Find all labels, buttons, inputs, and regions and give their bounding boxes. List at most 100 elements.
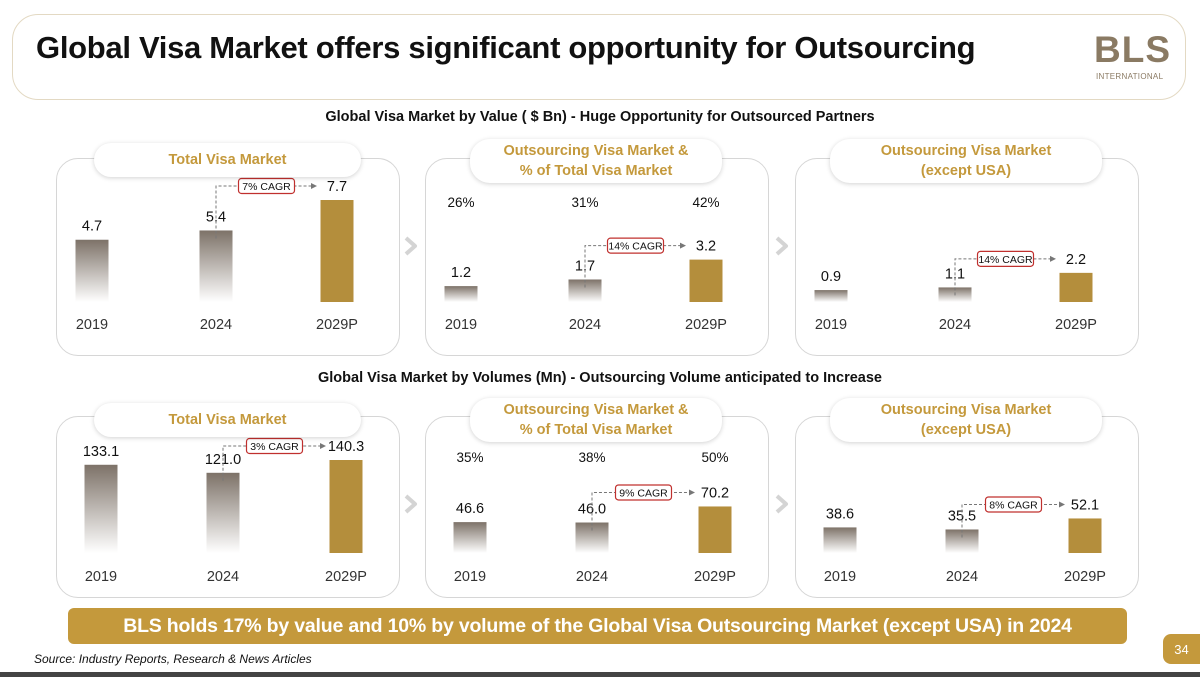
data-label: 2.2 (1066, 252, 1086, 268)
panel-title-pill: Outsourcing Visa Market (except USA) (830, 139, 1102, 183)
bar-2029P (698, 506, 732, 553)
chart-panel-value-outsourcing: 1.2 2019 26% 1.7 2024 31% 3.2 2029P 42% 14% CAGR (425, 158, 769, 356)
data-label: 140.3 (328, 439, 364, 455)
data-label: 7.7 (327, 179, 347, 195)
panel-title-pill: Outsourcing Visa Market & % of Total Vis… (470, 398, 722, 442)
x-tick-label: 2024 (569, 317, 601, 333)
chevron-right-icon (404, 494, 417, 514)
cagr-badge (614, 484, 673, 501)
chevron-right-icon (404, 236, 417, 256)
cagr-badge (237, 177, 296, 195)
x-tick-label: 2019 (76, 317, 108, 333)
panel-title-pill: Total Visa Market (94, 403, 361, 437)
x-tick-label: 2029P (694, 569, 736, 585)
share-label: 50% (701, 450, 728, 465)
x-tick-label: 2024 (939, 317, 971, 333)
x-tick-label: 2029P (1064, 569, 1106, 585)
cagr-label: 14% CAGR (978, 254, 1033, 266)
share-label: 42% (692, 195, 719, 210)
bar-2019 (444, 286, 478, 302)
arrow-icon (311, 183, 317, 189)
panel-title-line-2: (except USA) (920, 422, 1012, 438)
panel-title-line-1: Outsourcing Visa Market (880, 402, 1052, 418)
x-tick-label: 2029P (316, 317, 358, 333)
bar-2024 (568, 279, 602, 302)
cagr-badge (606, 237, 665, 254)
bar-2024 (575, 522, 609, 553)
chart-panel-volume-except-usa: 38.6 2019 35.5 2024 52.1 2029P 8% CAGR (795, 416, 1139, 598)
cagr-label: 3% CAGR (250, 441, 299, 453)
panel-title-pill: Total Visa Market (94, 143, 361, 177)
x-tick-label: 2019 (824, 569, 856, 585)
data-label: 4.7 (82, 219, 102, 235)
cagr-label: 8% CAGR (989, 499, 1038, 511)
chart-panel-volume-total: 133.1 2019 121.0 2024 140.3 2029P 3% CAGR (56, 416, 400, 598)
bls-logo: BLS INTERNATIONAL (1090, 29, 1171, 84)
title-box (12, 14, 1186, 100)
bar-2029P (329, 460, 363, 553)
panel-title: Total Visa Market (168, 152, 287, 168)
panel-title-line-2: (except USA) (920, 163, 1012, 179)
logo-main-text: BLS (1094, 29, 1171, 70)
cagr-badge (245, 437, 304, 455)
summary-banner: BLS holds 17% by value and 10% by volume… (68, 608, 1127, 644)
bar-2019 (84, 464, 118, 553)
panel-title-line-1: Outsourcing Visa Market (880, 143, 1052, 159)
chevron-right-icon (775, 236, 788, 256)
x-tick-label: 2019 (454, 569, 486, 585)
data-label: 133.1 (83, 444, 119, 460)
x-tick-label: 2029P (325, 569, 367, 585)
arrow-icon (680, 242, 686, 249)
chevron-right-icon (775, 494, 788, 514)
panel-title-line-1: Outsourcing Visa Market & (503, 143, 689, 159)
data-label: 70.2 (701, 485, 729, 501)
x-tick-label: 2019 (445, 317, 477, 333)
panel-title-pill: Outsourcing Visa Market (except USA) (830, 398, 1102, 442)
bar-2019 (75, 239, 109, 302)
panel-title-line-1: Outsourcing Visa Market & (503, 402, 689, 418)
panel-title: Total Visa Market (168, 412, 287, 428)
arrow-icon (1050, 255, 1056, 262)
bar-2024 (206, 472, 240, 553)
panel-title-line-2: % of Total Visa Market (519, 422, 673, 438)
bar-2019 (823, 527, 857, 553)
share-label: 26% (447, 195, 474, 210)
x-tick-label: 2019 (85, 569, 117, 585)
data-label: 46.6 (456, 501, 484, 517)
bar-2019 (453, 522, 487, 553)
page-number: 34 (1163, 634, 1200, 664)
chart-panel-value-except-usa: 0.9 2019 1.1 2024 2.2 2029P 14% CAGR (795, 158, 1139, 356)
cagr-badge (976, 250, 1035, 267)
bar-2029P (1059, 272, 1093, 302)
x-tick-label: 2029P (685, 317, 727, 333)
bottom-divider (0, 672, 1200, 677)
bar-2024 (945, 529, 979, 553)
arrow-icon (320, 443, 326, 449)
chart-panel-volume-outsourcing: 46.6 2019 35% 46.0 2024 38% 70.2 2029P 50% 9% CAG… (425, 416, 769, 598)
panel-title-line-2: % of Total Visa Market (519, 163, 673, 179)
page-title: Global Visa Market offers significant op… (36, 30, 976, 65)
bar-2029P (689, 259, 723, 302)
x-tick-label: 2024 (200, 317, 232, 333)
data-label: 38.6 (826, 506, 854, 522)
cagr-connector (222, 445, 320, 481)
cagr-label: 9% CAGR (619, 487, 668, 499)
cagr-connector (954, 258, 1050, 296)
bar-2024 (199, 230, 233, 302)
volume-section-heading: Global Visa Market by Volumes (Mn) - Out… (317, 370, 882, 386)
source-note: Source: Industry Reports, Research & New… (34, 652, 312, 666)
data-label: 0.9 (821, 269, 841, 285)
x-tick-label: 2019 (815, 317, 847, 333)
cagr-label: 7% CAGR (242, 181, 291, 193)
share-label: 38% (578, 450, 605, 465)
bar-2029P (1068, 518, 1102, 553)
value-section-heading: Global Visa Market by Value ( $ Bn) - Hu… (325, 109, 875, 125)
data-label: 1.2 (451, 265, 471, 281)
data-label: 3.2 (696, 239, 716, 255)
x-tick-label: 2024 (946, 569, 978, 585)
